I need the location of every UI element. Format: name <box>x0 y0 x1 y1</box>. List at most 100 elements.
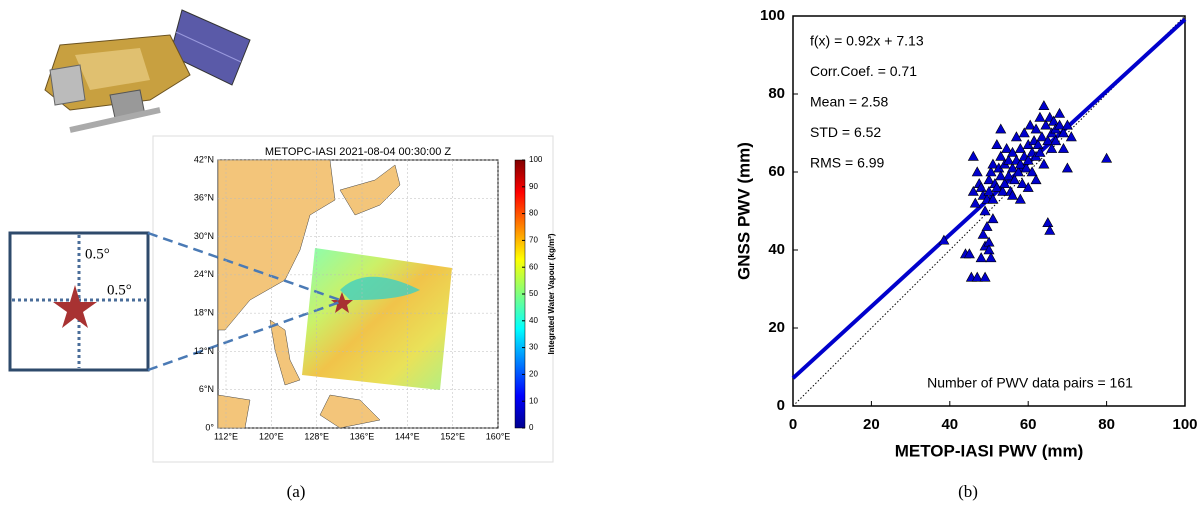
data-point <box>1026 166 1038 177</box>
data-point <box>981 220 993 231</box>
data-point <box>987 193 999 204</box>
lat-tick-label: 0° <box>205 422 214 432</box>
data-point <box>1008 174 1020 185</box>
annotation: Mean = 2.58 <box>810 94 888 110</box>
annotation: STD = 6.52 <box>810 124 881 140</box>
land <box>217 159 401 429</box>
caption: (a) <box>287 482 306 501</box>
lat-tick-label: 6°N <box>199 384 214 394</box>
data-point <box>1061 119 1073 130</box>
data-point <box>1050 135 1062 146</box>
y-tick-label: 40 <box>768 241 785 258</box>
data-point <box>1020 162 1032 173</box>
data-point <box>1014 193 1026 204</box>
data-point <box>1057 127 1069 138</box>
data-point <box>971 271 983 282</box>
lat-tick-label: 42°N <box>194 154 214 164</box>
data-point <box>1054 107 1066 118</box>
data-point <box>1018 127 1030 138</box>
data-point <box>1007 189 1019 200</box>
data-point <box>999 178 1011 188</box>
data-point <box>979 205 991 216</box>
data-point <box>1042 217 1054 227</box>
data-point <box>1030 123 1042 134</box>
data-point <box>1057 142 1069 153</box>
colorbar-tick-label: 80 <box>529 209 538 218</box>
lat-tick-label: 30°N <box>194 231 214 241</box>
y-tick-label: 100 <box>760 7 785 24</box>
colorbar-tick-label: 100 <box>529 155 543 164</box>
colorbar-label: Integrated Water Vapour (kg/m²) <box>547 233 556 354</box>
data-point <box>983 185 995 196</box>
data-point <box>1044 224 1056 235</box>
x-axis-label: METOP-IASI PWV (mm) <box>895 441 1084 460</box>
y-axis-label: GNSS PWV (mm) <box>734 142 753 280</box>
data-point <box>995 170 1007 181</box>
data-point <box>1032 139 1044 149</box>
data-point <box>1007 146 1019 157</box>
data-point <box>979 271 991 282</box>
data-point <box>1101 152 1113 163</box>
colorbar-tick-label: 0 <box>529 423 534 432</box>
data-point <box>985 166 997 177</box>
data-point <box>1024 119 1036 130</box>
x-tick-label: 0 <box>789 416 797 433</box>
iwv-feature <box>340 276 420 300</box>
x-tick-label: 80 <box>1098 416 1115 433</box>
colorbar-tick-label: 70 <box>529 236 538 245</box>
data-point <box>1048 115 1060 126</box>
data-point <box>997 185 1009 196</box>
lat-tick-label: 36°N <box>194 193 214 203</box>
data-point <box>1003 170 1015 181</box>
lon-tick-label: 160°E <box>486 431 511 441</box>
data-point <box>991 139 1003 149</box>
data-point <box>1014 158 1026 169</box>
y-tick-label: 80 <box>768 85 785 102</box>
map-title: METOPC-IASI 2021-08-04 00:30:00 Z <box>265 146 452 158</box>
annotation: RMS = 6.99 <box>810 155 885 171</box>
data-point <box>1061 162 1073 173</box>
data-point <box>1046 142 1058 153</box>
lat-tick-label: 24°N <box>194 269 214 279</box>
data-point <box>987 213 999 224</box>
data-point <box>963 248 975 259</box>
data-point <box>975 252 987 263</box>
data-point <box>967 185 979 196</box>
lon-tick-label: 128°E <box>304 431 329 441</box>
inset-label: 0.5° <box>107 282 132 298</box>
caption: (b) <box>958 482 978 501</box>
colorbar-tick-label: 60 <box>529 262 538 271</box>
data-point <box>995 150 1007 161</box>
colorbar-tick-label: 90 <box>529 182 538 191</box>
x-tick-label: 100 <box>1172 416 1197 433</box>
y-tick-label: 60 <box>768 163 785 180</box>
lon-tick-label: 144°E <box>395 431 420 441</box>
lon-tick-label: 112°E <box>214 431 238 441</box>
annotation: Corr.Coef. = 0.71 <box>810 63 917 79</box>
data-point <box>1022 154 1034 165</box>
data-point <box>1016 178 1028 188</box>
data-point <box>1038 158 1050 169</box>
data-point <box>971 166 983 177</box>
data-point <box>1042 135 1054 146</box>
line <box>792 15 1186 407</box>
x-tick-label: 20 <box>863 416 880 433</box>
data-point <box>1001 142 1013 153</box>
lon-tick-label: 152°E <box>440 431 465 441</box>
data-point <box>983 244 995 255</box>
data-point <box>969 197 981 208</box>
data-point <box>1030 174 1042 185</box>
iwv-swath <box>302 248 452 390</box>
data-point <box>1014 142 1026 153</box>
colorbar-tick-label: 40 <box>529 316 538 325</box>
colorbar-tick-label: 20 <box>529 370 538 379</box>
lon-tick-label: 136°E <box>350 431 375 441</box>
colorbar-tick-label: 30 <box>529 343 538 352</box>
y-tick-label: 20 <box>768 319 785 336</box>
data-point <box>1065 131 1077 142</box>
data-point <box>1040 119 1052 130</box>
inset-star <box>53 285 97 328</box>
map-star <box>331 292 353 313</box>
